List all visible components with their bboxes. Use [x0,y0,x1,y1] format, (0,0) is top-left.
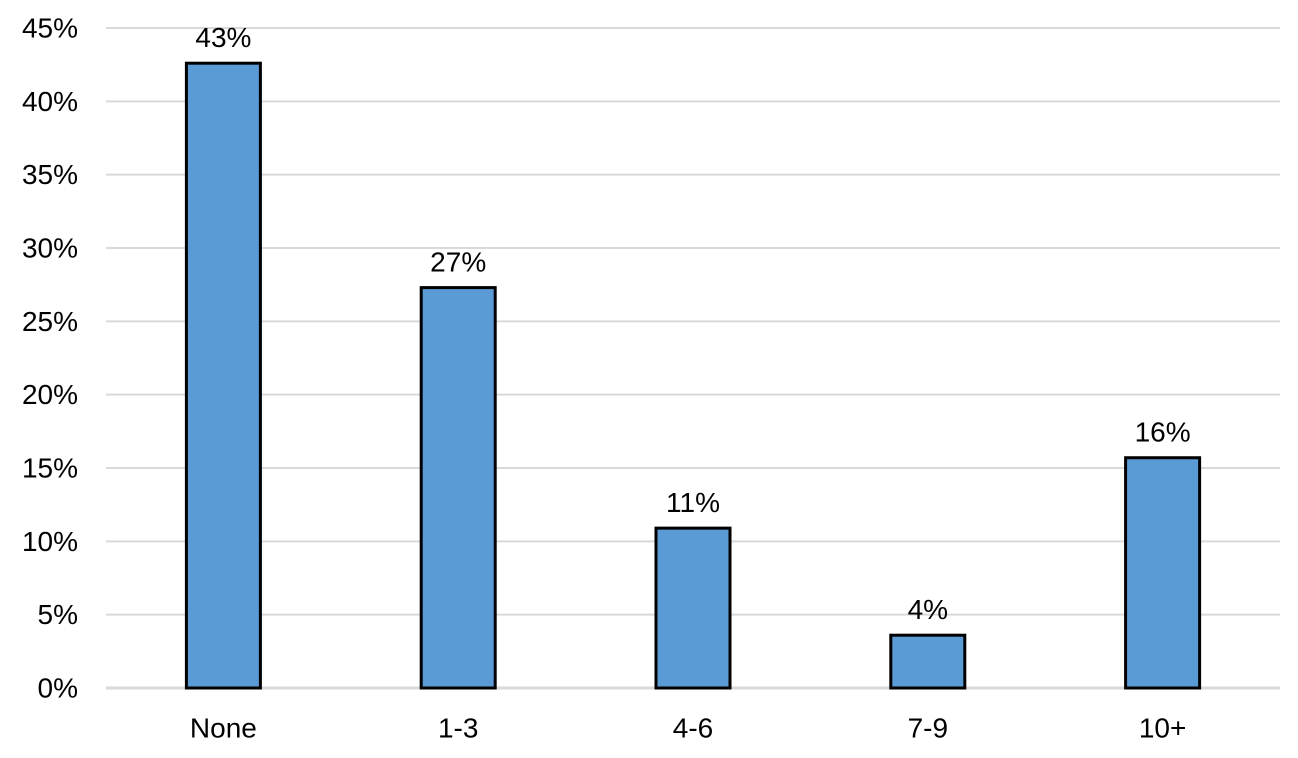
bar-7-9 [889,633,967,690]
bar-none [184,61,262,690]
data-label: 43% [195,22,251,53]
gridlines [106,27,1280,690]
data-label: 16% [1135,417,1191,448]
bars [184,61,1202,690]
x-tick-label: 4-6 [673,713,713,744]
x-tick-label: 7-9 [908,713,948,744]
bar-1-3 [419,286,497,690]
y-tick-label: 20% [22,379,78,410]
y-tick-label: 30% [22,233,78,264]
y-tick-label: 40% [22,86,78,117]
data-label: 27% [430,247,486,278]
y-axis-tick-labels: 0% 5% 10% 15% 20% 25% 30% 35% 40% 45% [22,13,78,704]
y-tick-label: 25% [22,306,78,337]
bar-10- [1124,456,1202,690]
data-labels: 43% 27% 11% 4% 16% [195,22,1190,625]
bar-4-6 [654,526,732,690]
y-tick-label: 5% [38,599,78,630]
y-tick-label: 15% [22,453,78,484]
x-axis-tick-labels: None 1-3 4-6 7-9 10+ [190,713,1186,744]
x-tick-label: 10+ [1139,713,1187,744]
y-tick-label: 0% [38,673,78,704]
y-tick-label: 35% [22,159,78,190]
data-label: 11% [666,487,720,518]
x-tick-label: None [190,713,257,744]
y-tick-label: 10% [22,526,78,557]
data-label: 4% [908,594,948,625]
y-tick-label: 45% [22,13,78,44]
x-tick-label: 1-3 [438,713,478,744]
